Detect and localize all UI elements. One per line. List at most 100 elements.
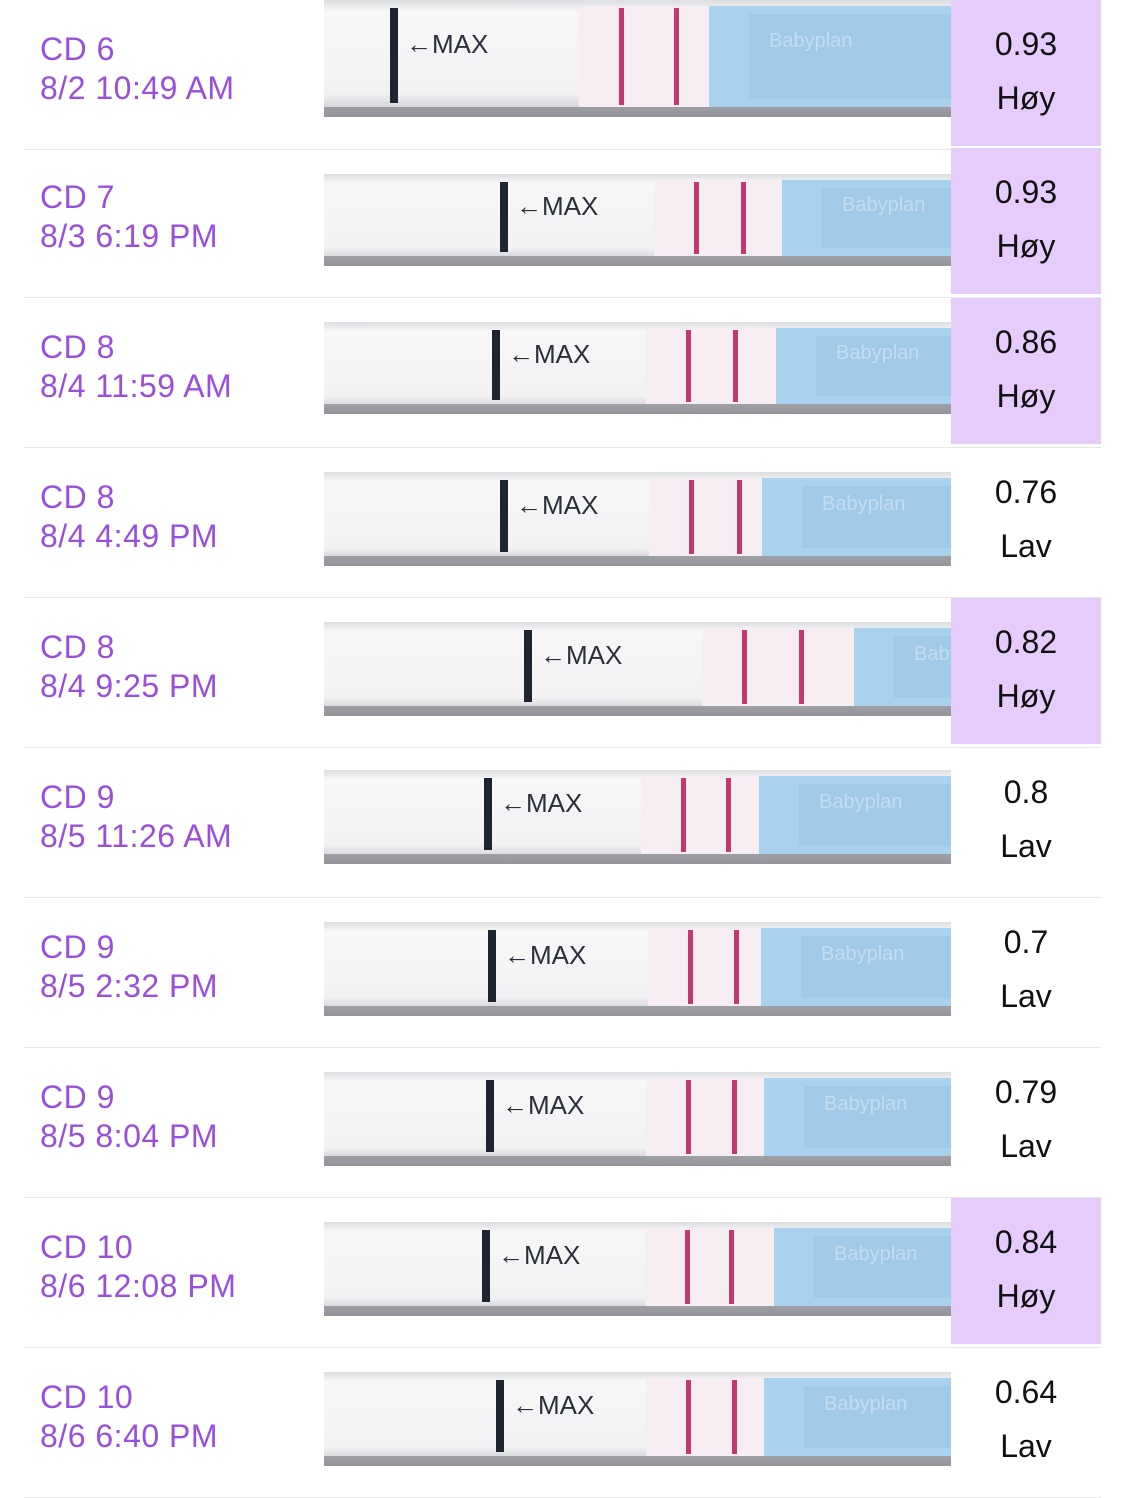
test-datetime: 8/5 2:32 PM <box>40 968 219 1004</box>
cycle-day: CD 7 <box>40 179 115 215</box>
row-divider <box>24 149 1101 150</box>
test-strip-photo[interactable]: ←MAX Babyplan <box>324 1372 951 1466</box>
max-marker-text: ←MAX <box>504 940 586 970</box>
strip-shadow <box>324 1006 951 1016</box>
test-label: CD 10 8/6 6:40 PM <box>40 1378 218 1456</box>
result-badge-low: 0.79 Lav <box>951 1048 1101 1194</box>
test-line <box>742 630 747 704</box>
brand-text: Babyplan <box>842 194 925 216</box>
result-value: 0.79 <box>994 1074 1058 1110</box>
test-strip-photo[interactable]: ←MAX Babyplan <box>324 622 951 716</box>
test-label: CD 8 8/4 9:25 PM <box>40 628 218 706</box>
test-strip-image: ←MAX Babyplan <box>324 0 951 117</box>
row-divider <box>24 1197 1101 1198</box>
control-line <box>726 778 731 852</box>
control-line <box>729 1230 734 1304</box>
control-line <box>734 930 739 1004</box>
test-line <box>686 1380 691 1454</box>
brand-text: Babyplan <box>819 791 902 813</box>
control-line <box>737 480 742 554</box>
max-bar <box>524 630 532 702</box>
test-datetime: 8/4 11:59 AM <box>40 368 233 404</box>
test-strip-photo[interactable]: ←MAX Babyplan <box>324 0 951 117</box>
test-window <box>646 328 776 404</box>
test-strip-photo[interactable]: ←MAX Babyplan <box>324 1222 951 1316</box>
list-item[interactable]: CD 8 8/4 11:59 AM ←MAX Babyplan 0.86 Høy <box>0 298 1125 448</box>
cycle-day: CD 9 <box>40 779 115 815</box>
list-item[interactable]: CD 10 8/6 6:40 PM ←MAX Babyplan 0.64 Lav <box>0 1348 1125 1498</box>
max-bar <box>484 778 492 850</box>
test-label: CD 9 8/5 11:26 AM <box>40 778 232 856</box>
control-line <box>741 182 746 254</box>
max-marker-text: ←MAX <box>508 339 590 369</box>
test-label: CD 6 8/2 10:49 AM <box>40 30 235 108</box>
max-marker-text: ←MAX <box>500 788 582 818</box>
test-strip-photo[interactable]: ←MAX Babyplan <box>324 1072 951 1166</box>
list-item[interactable]: CD 8 8/4 4:49 PM ←MAX Babyplan 0.76 Lav <box>0 448 1125 598</box>
test-strip-photo[interactable]: ←MAX Babyplan <box>324 472 951 566</box>
test-label: CD 9 8/5 2:32 PM <box>40 928 218 1006</box>
test-line <box>685 1230 690 1304</box>
brand-text: Babyplan <box>769 30 852 52</box>
test-label: CD 8 8/4 11:59 AM <box>40 328 232 406</box>
result-level: Lav <box>1000 528 1052 564</box>
control-line <box>799 630 804 704</box>
test-datetime: 8/5 8:04 PM <box>40 1118 219 1154</box>
test-window <box>654 180 782 256</box>
result-level: Lav <box>1000 1428 1052 1464</box>
test-strip-photo[interactable]: ←MAX Babyplan <box>324 174 951 266</box>
cycle-day: CD 8 <box>40 329 115 365</box>
absorbent-tip-shade <box>816 336 951 396</box>
strip-shadow <box>324 107 951 117</box>
list-item[interactable]: CD 6 8/2 10:49 AM ←MAX Babyplan 0.93 Høy <box>0 0 1125 150</box>
test-strip-photo[interactable]: ←MAX Babyplan <box>324 770 951 864</box>
control-line <box>733 330 738 402</box>
row-divider <box>24 1347 1101 1348</box>
absorbent-tip-shade <box>799 784 951 846</box>
test-line <box>694 182 699 254</box>
control-line <box>732 1380 737 1454</box>
list-item[interactable]: CD 10 8/6 12:08 PM ←MAX Babyplan 0.84 Høy <box>0 1198 1125 1348</box>
brand-text: Babyplan <box>824 1093 907 1115</box>
test-strip-photo[interactable]: ←MAX Babyplan <box>324 322 951 414</box>
cycle-day: CD 8 <box>40 629 115 665</box>
row-divider <box>24 597 1101 598</box>
test-window <box>641 776 759 854</box>
result-value: 0.84 <box>994 1224 1058 1260</box>
test-line <box>688 930 693 1004</box>
test-line <box>681 778 686 852</box>
test-strip-image: ←MAX Babyplan <box>324 922 951 1016</box>
strip-shadow <box>324 1156 951 1166</box>
row-divider <box>24 447 1101 448</box>
result-badge-low: 0.8 Lav <box>951 748 1101 894</box>
test-strip-image: ←MAX Babyplan <box>324 1222 951 1316</box>
brand-text: Babyplan <box>821 943 904 965</box>
list-item[interactable]: CD 88/4 9:25 PM ←MAX Babyplan 0.82 Høy <box>0 598 1125 748</box>
strip-shadow <box>324 706 951 716</box>
test-datetime: 8/6 12:08 PM <box>40 1268 237 1304</box>
list-item[interactable]: CD 9 8/5 11:26 AM ←MAX Babyplan 0.8 Lav <box>0 748 1125 898</box>
brand-text: Babyplan <box>834 1243 917 1265</box>
test-window <box>702 628 854 706</box>
max-marker-text: ←MAX <box>502 1090 584 1120</box>
result-badge-high: 0.84 Høy <box>951 1198 1101 1344</box>
max-bar <box>486 1080 494 1152</box>
max-bar <box>492 330 500 400</box>
strip-shadow <box>324 854 951 864</box>
test-window <box>646 1378 764 1456</box>
row-divider <box>24 897 1101 898</box>
result-value: 0.86 <box>994 324 1058 360</box>
list-item[interactable]: CD 7 8/3 6:19 PM ←MAX Babyplan 0.93 Høy <box>0 148 1125 298</box>
result-value: 0.93 <box>994 174 1058 210</box>
brand-text: Babyplan <box>824 1393 907 1415</box>
absorbent-tip-shade <box>814 1236 951 1298</box>
max-bar <box>482 1230 490 1302</box>
strip-shadow <box>324 256 951 266</box>
row-divider <box>24 297 1101 298</box>
list-item[interactable]: CD 9 8/5 2:32 PM ←MAX Babyplan 0.7 Lav <box>0 898 1125 1048</box>
control-line <box>674 8 679 105</box>
test-strip-photo[interactable]: ←MAX Babyplan <box>324 922 951 1016</box>
list-item[interactable]: CD 9 8/5 8:04 PM ←MAX Babyplan 0.79 Lav <box>0 1048 1125 1198</box>
strip-shadow <box>324 1306 951 1316</box>
test-strip-image: ←MAX Babyplan <box>324 1372 951 1466</box>
